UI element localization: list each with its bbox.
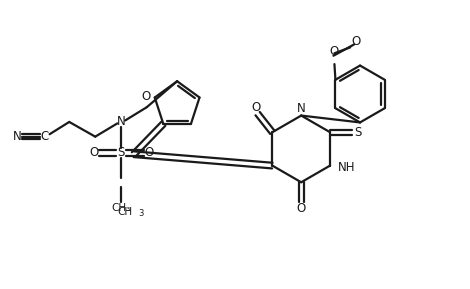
- Text: CH: CH: [118, 207, 133, 217]
- Text: N: N: [12, 130, 21, 143]
- Text: NH: NH: [337, 161, 355, 174]
- Text: O: O: [144, 146, 153, 159]
- Text: O: O: [297, 202, 306, 215]
- Text: O: O: [141, 90, 151, 103]
- Text: N: N: [297, 102, 306, 115]
- Text: O: O: [352, 35, 360, 48]
- Text: N: N: [117, 115, 125, 128]
- Text: S: S: [354, 126, 362, 139]
- Text: CH₃: CH₃: [111, 203, 131, 213]
- Text: O: O: [89, 146, 98, 159]
- Text: C: C: [40, 130, 49, 143]
- Text: S: S: [118, 146, 125, 159]
- Text: O: O: [330, 45, 339, 58]
- Text: O: O: [251, 101, 260, 114]
- Text: 3: 3: [138, 209, 144, 218]
